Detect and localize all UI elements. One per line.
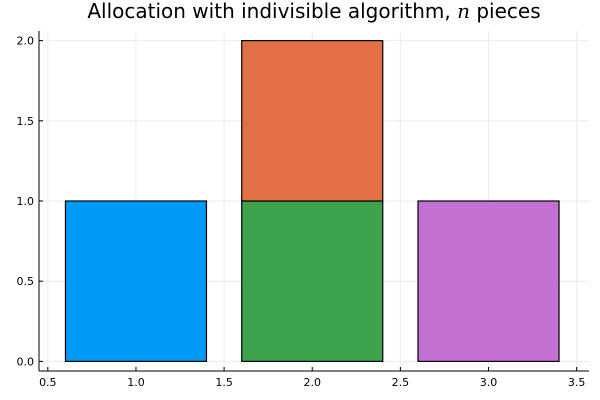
y-tick-label: 1.5 bbox=[17, 115, 35, 128]
y-tick-label: 0.0 bbox=[17, 355, 35, 368]
bar-0 bbox=[64, 200, 208, 362]
y-tick-label: 2.0 bbox=[17, 35, 35, 48]
bar-3 bbox=[417, 200, 560, 362]
bar-1 bbox=[241, 200, 384, 362]
x-tick-label: 3.5 bbox=[568, 376, 586, 389]
chart-title-prefix: Allocation with indivisible algorithm, bbox=[87, 0, 457, 23]
x-tick-label: 2.0 bbox=[303, 376, 321, 389]
x-tick-label: 1.5 bbox=[215, 376, 233, 389]
y-tick-label: 0.5 bbox=[17, 275, 35, 288]
axes bbox=[38, 31, 589, 372]
bars bbox=[64, 40, 560, 362]
y-tick-label: 1.0 bbox=[17, 195, 35, 208]
chart-title-variable: n bbox=[457, 0, 470, 23]
x-tick-label: 3.0 bbox=[480, 376, 498, 389]
x-tick-label: 0.5 bbox=[39, 376, 57, 389]
x-tick-label: 2.5 bbox=[392, 376, 410, 389]
tick-labels: 0.5 1.0 1.5 2.0 2.5 3.0 3.5 0.0 0.5 1.0 1.5 2.0 bbox=[17, 35, 586, 389]
bar-2 bbox=[241, 40, 384, 202]
chart-title-suffix: pieces bbox=[470, 0, 541, 23]
chart-title: Allocation with indivisible algorithm, n… bbox=[87, 0, 540, 23]
x-tick-label: 1.0 bbox=[127, 376, 145, 389]
